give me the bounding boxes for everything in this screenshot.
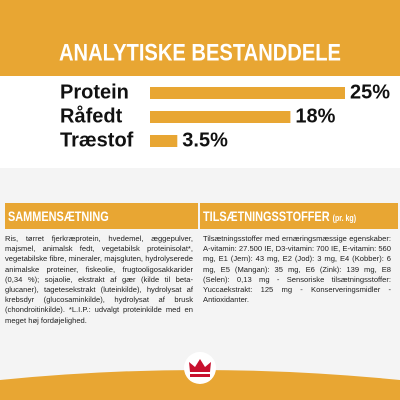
category-label: Træstof [60, 129, 134, 151]
bar [150, 111, 291, 123]
chart-title: ANALYTISKE BESTANDDELE [59, 39, 341, 66]
section-header: TILSÆTNINGSSTOFFER (pr. kg) [200, 203, 398, 229]
bottom-band [0, 370, 400, 400]
logo [184, 352, 216, 384]
header-band [0, 0, 400, 76]
section-title: SAMMENSÆTNING [8, 208, 109, 224]
section-text: Ris, tørret fjerkræprotein, hvedemel, æg… [5, 234, 193, 325]
value-label: 18% [295, 105, 335, 127]
bar [150, 87, 345, 99]
section-text: Tilsætningsstoffer med ernæringsmæssige … [203, 234, 391, 305]
logo-crown [189, 359, 211, 372]
logo-base [190, 374, 210, 377]
section-header: SAMMENSÆTNING [5, 203, 198, 229]
section-unit: (pr. kg) [332, 213, 357, 223]
value-label: 3.5% [182, 129, 228, 151]
section-title: TILSÆTNINGSSTOFFER [203, 208, 330, 224]
bar [150, 135, 178, 147]
value-label: 25% [350, 81, 390, 103]
category-label: Protein [60, 81, 129, 103]
category-label: Råfedt [60, 104, 123, 127]
